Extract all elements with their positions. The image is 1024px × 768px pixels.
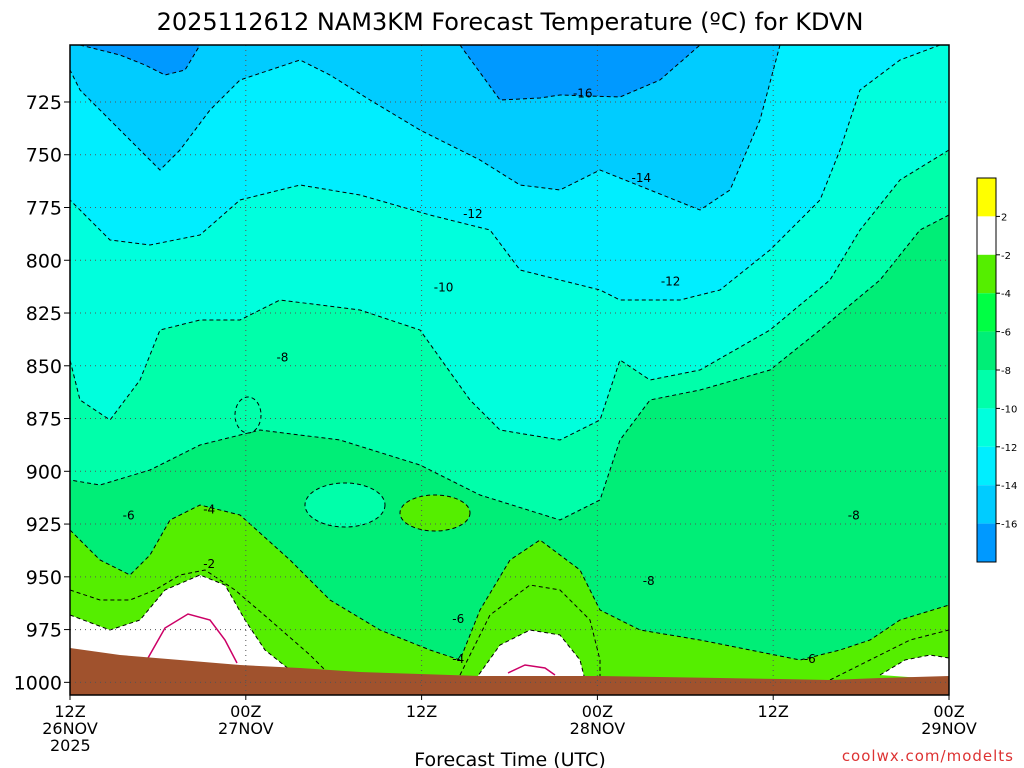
- y-tick-label: 750: [26, 145, 62, 167]
- contour-label: -8: [848, 509, 860, 523]
- contour-minus4-mid: [459, 584, 601, 680]
- x-axis-label: Forecast Time (UTC): [414, 749, 605, 768]
- x-tick-label: 12Z: [54, 702, 85, 721]
- contour-island-c: [399, 494, 471, 532]
- colorbar-label: -16: [1001, 520, 1017, 531]
- contour-minus14: [69, 44, 781, 211]
- colorbar-label: -8: [1001, 366, 1011, 377]
- colorbar-label: -10: [1001, 404, 1017, 415]
- chart-title: 2025112612 NAM3KM Forecast Temperature (…: [157, 8, 864, 36]
- contour-label: -6: [804, 652, 816, 666]
- y-tick-label: 725: [26, 92, 62, 114]
- y-tick-label: 950: [26, 567, 62, 589]
- y-tick-label: 900: [26, 461, 62, 483]
- contour-label: -6: [452, 612, 464, 626]
- contour-minus8: [69, 214, 950, 521]
- contour-minus16: [459, 44, 701, 101]
- y-tick-label: 925: [26, 514, 62, 536]
- contour-label: -12: [463, 207, 483, 221]
- x-tick-label: 00Z: [582, 702, 613, 721]
- contour-label: -8: [276, 350, 288, 364]
- colorbar-swatch: [977, 446, 996, 486]
- x-tick-label: 29NOV: [921, 719, 977, 738]
- contour-label: -10: [434, 281, 454, 295]
- band-minus2-to-2-east: [880, 655, 949, 680]
- contour-minus12: [69, 44, 941, 301]
- contour-minus16-west: [79, 44, 201, 76]
- colorbar-label: -12: [1001, 443, 1017, 454]
- x-tick-label: 12Z: [758, 702, 789, 721]
- x-tick-label: 00Z: [933, 702, 964, 721]
- colorbar-swatch: [977, 523, 996, 562]
- colorbar-label: -14: [1001, 481, 1017, 492]
- contour-minus4-east: [829, 629, 950, 681]
- colorbar-swatch: [977, 216, 996, 255]
- contour-island-a: [234, 396, 262, 434]
- colorbar-swatch: [977, 254, 996, 294]
- y-tick-label: 875: [26, 409, 62, 431]
- colorbar: 2 -2 -4 -6 -8 -10 -12 -14 -16: [976, 177, 1017, 563]
- band-below-minus16: [150, 45, 700, 100]
- contour-label: -14: [632, 171, 652, 185]
- contour-label: -2: [203, 557, 215, 571]
- x-tick-label: 00Z: [230, 702, 261, 721]
- x-tick-label: 27NOV: [218, 719, 274, 738]
- contour-minus2-east: [879, 654, 950, 676]
- colorbar-swatch: [977, 485, 996, 524]
- zero-line-mid: [507, 664, 556, 676]
- x-tick-label: 26NOV: [42, 719, 98, 738]
- colorbar-swatch: [977, 408, 996, 447]
- y-tick-label: 850: [26, 356, 62, 378]
- credit-text: coolwx.com/modelts: [842, 747, 1014, 765]
- contour-minus10: [69, 149, 950, 441]
- contour-label: -16: [573, 87, 593, 101]
- zero-line-west: [147, 613, 238, 664]
- plot-frame: [69, 44, 950, 696]
- x-tick-label: 2025: [50, 736, 91, 755]
- contour-island-b: [304, 482, 386, 528]
- plot-area: -16 -14 -12 -12 -10 -8 -8 -8 -6 -6 -6 -4 -4 -2: [69, 44, 950, 696]
- y-tick-label: 800: [26, 250, 62, 272]
- colorbar-label: -4: [1001, 289, 1011, 300]
- y-tick-label: 975: [26, 620, 62, 642]
- y-tick-label: 775: [26, 198, 62, 220]
- colorbar-swatch: [977, 370, 996, 409]
- gridlines: [70, 45, 949, 695]
- colorbar-swatch: [977, 178, 996, 217]
- contour-minus2-mid: [474, 629, 586, 681]
- contour-label: -12: [661, 274, 681, 288]
- colorbar-label: 2: [1001, 212, 1007, 223]
- y-tick-label: 825: [26, 303, 62, 325]
- contour-minus6: [69, 504, 950, 661]
- contour-label: -4: [203, 502, 215, 516]
- x-tick-label: 28NOV: [570, 719, 626, 738]
- contour-labels: -16 -14 -12 -12 -10 -8 -8 -8 -6 -6 -6 -4 -4 -2: [123, 87, 860, 667]
- contour-label: -6: [123, 509, 135, 523]
- x-tick-label: 12Z: [406, 702, 437, 721]
- band-minus2-to-2-mid: [475, 630, 585, 680]
- zero-contours: [147, 613, 556, 676]
- contour-label: -8: [643, 574, 655, 588]
- y-axis: 725 750 775 800 825 850 875 900 925 950 975 1000: [14, 92, 70, 694]
- colorbar-label: -2: [1001, 251, 1011, 262]
- colorbar-swatch: [977, 293, 996, 332]
- band-minus2-to-2: [70, 575, 290, 670]
- y-tick-label: 1000: [14, 672, 62, 694]
- ground-surface: [70, 648, 949, 695]
- contour-label: -4: [452, 652, 464, 666]
- dashed-contours: [69, 44, 950, 681]
- colorbar-label: -6: [1001, 328, 1011, 339]
- colorbar-swatch: [977, 331, 996, 370]
